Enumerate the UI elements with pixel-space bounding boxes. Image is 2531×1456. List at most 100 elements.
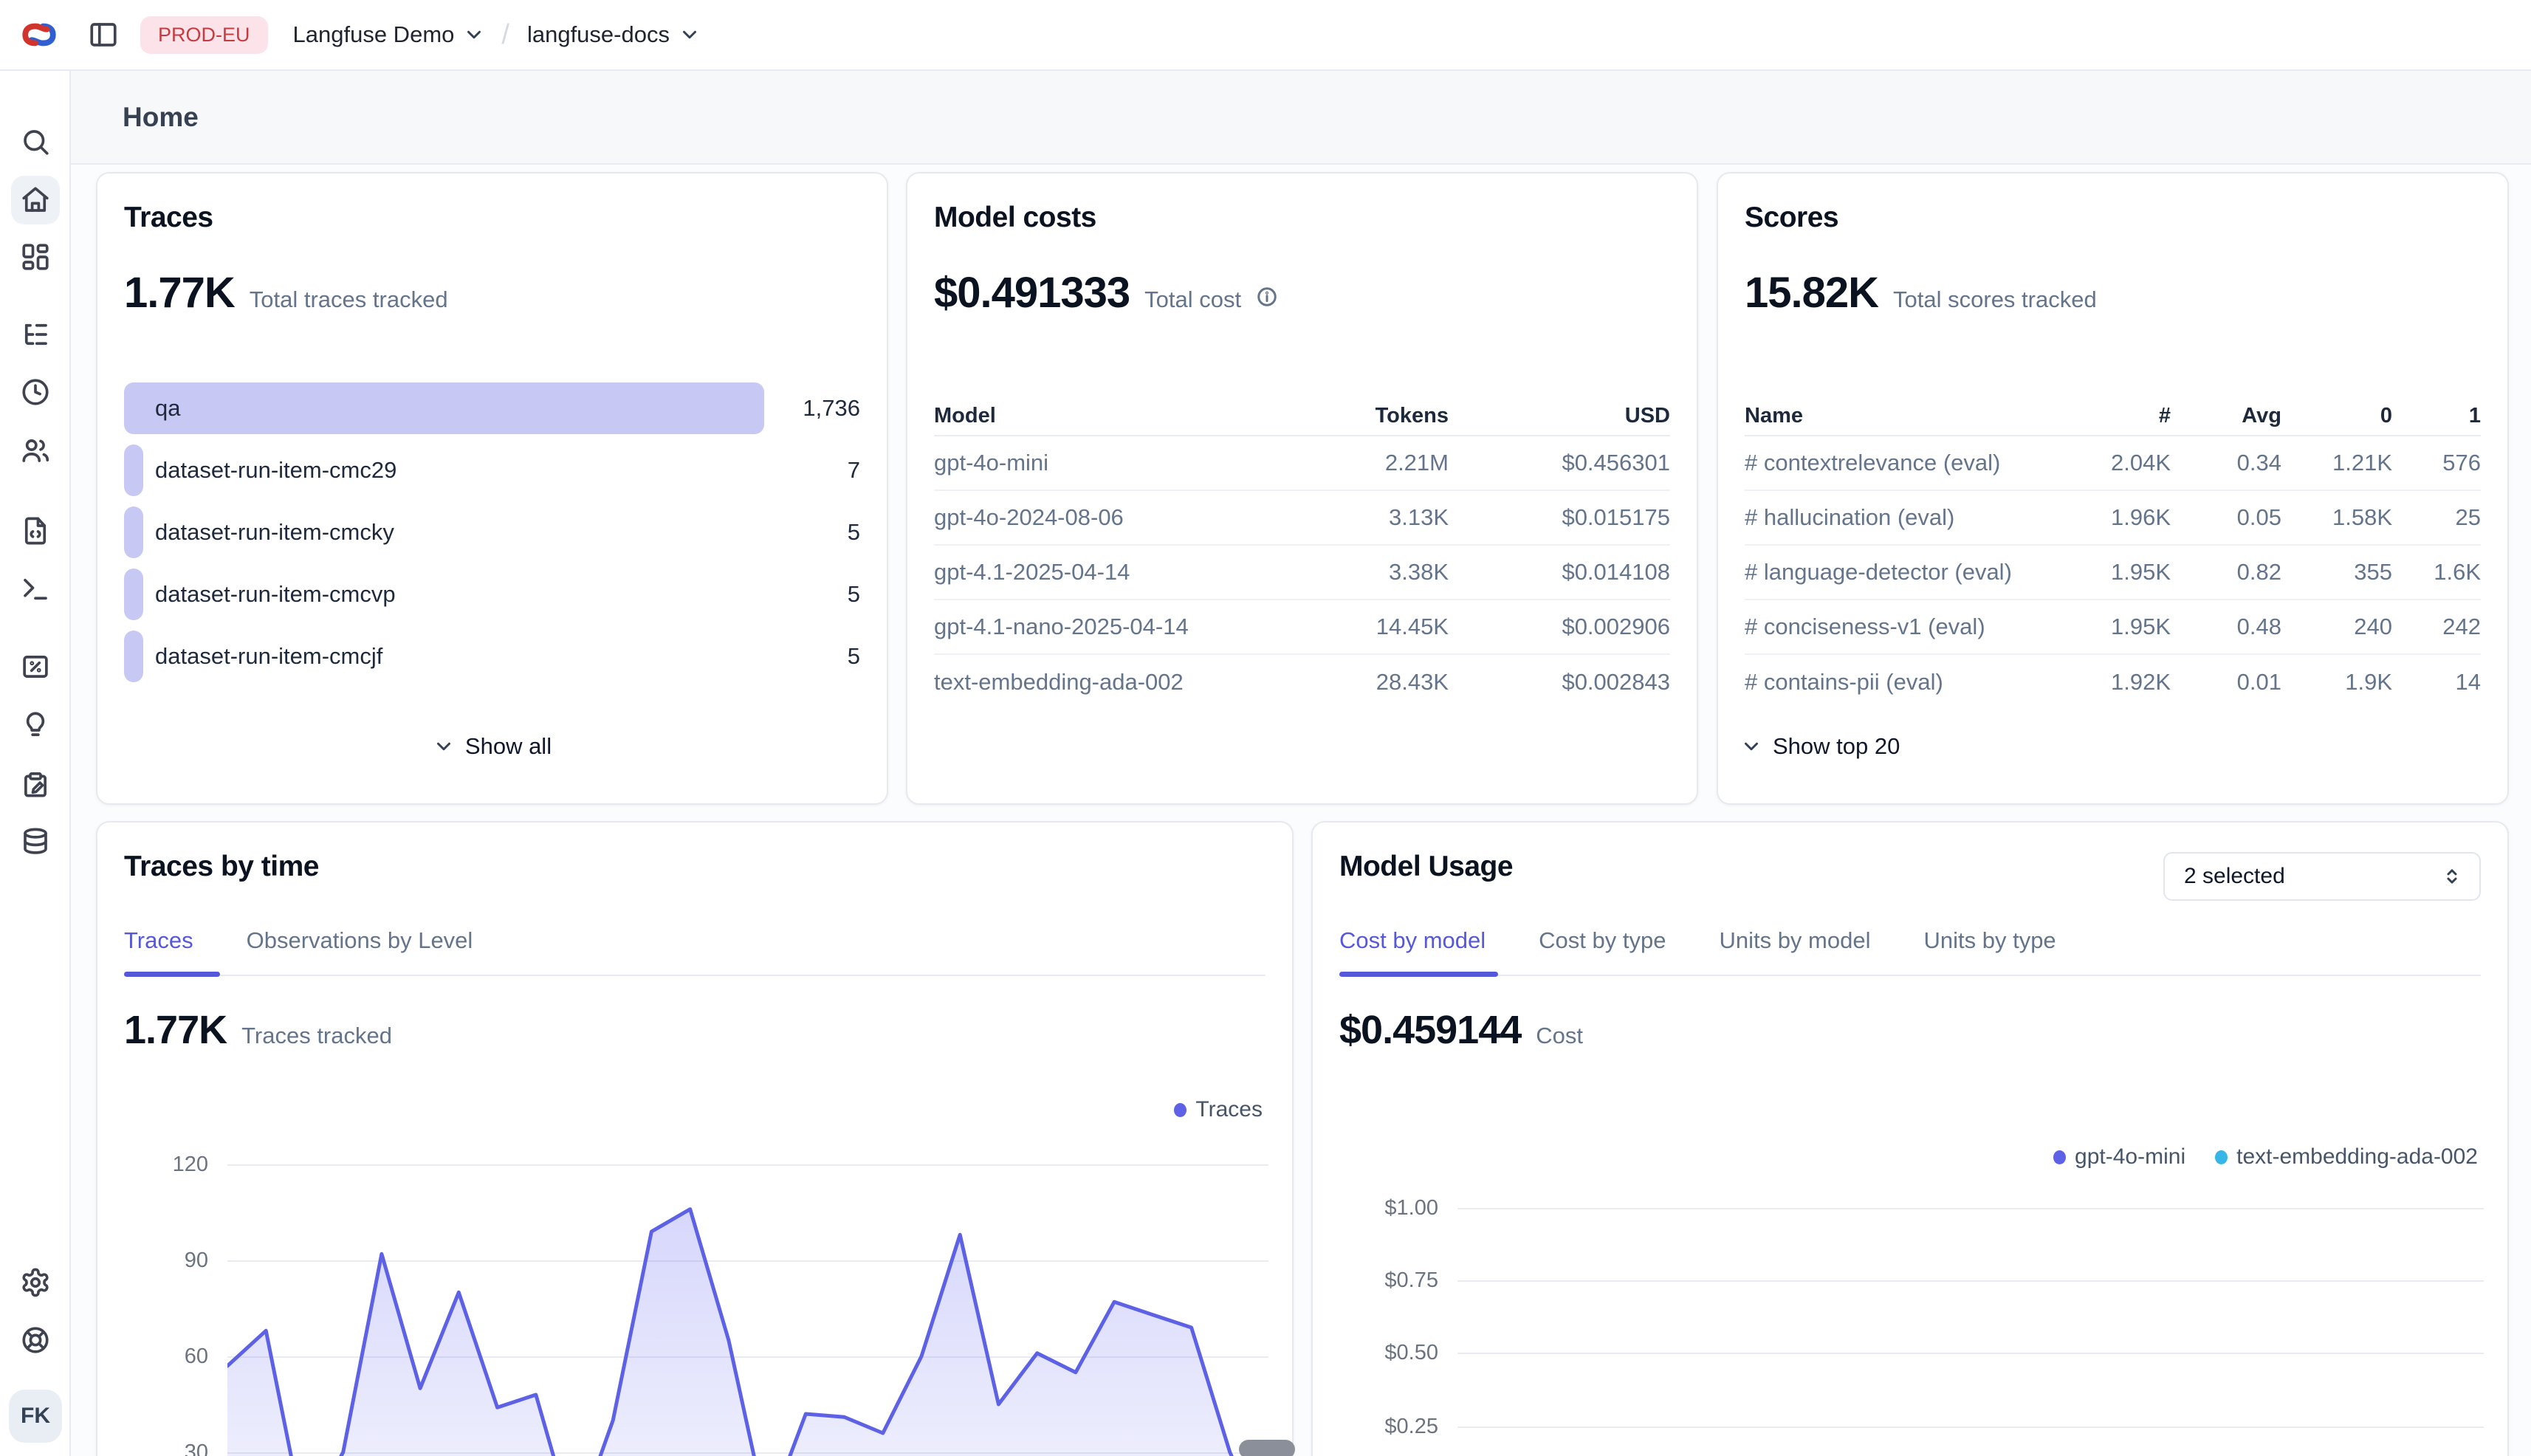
sidebar-item-playground[interactable] bbox=[11, 565, 60, 614]
chevron-down-icon bbox=[463, 24, 485, 46]
table-row: gpt-4.1-2025-04-14 3.38K $0.014108 bbox=[934, 546, 1670, 600]
tab-units-by-model[interactable]: Units by model bbox=[1719, 927, 1870, 973]
environment-badge: PROD-EU bbox=[140, 16, 268, 54]
trace-bar-row: dataset-run-item-cmc29 7 bbox=[124, 444, 860, 496]
sidebar-item-dashboards[interactable] bbox=[11, 233, 60, 281]
tab-cost-by-type[interactable]: Cost by type bbox=[1539, 927, 1666, 973]
sidebar-item-insights[interactable] bbox=[11, 701, 60, 749]
cost-metric: $0.459144 bbox=[1339, 1007, 1521, 1053]
user-avatar[interactable]: FK bbox=[9, 1390, 62, 1443]
terminal-icon bbox=[20, 574, 51, 605]
tab-units-by-type[interactable]: Units by type bbox=[1923, 927, 2056, 973]
sidebar-item-support[interactable] bbox=[11, 1316, 60, 1364]
sidebar-item-sessions[interactable] bbox=[11, 368, 60, 416]
y-tick: 90 bbox=[124, 1248, 208, 1273]
sidebar-item-users[interactable] bbox=[11, 426, 60, 475]
score-name: # contextrelevance (eval) bbox=[1745, 450, 2075, 476]
horizontal-scrollbar-thumb[interactable] bbox=[1239, 1440, 1295, 1456]
sidebar-item-settings[interactable] bbox=[11, 1258, 60, 1307]
show-all-button[interactable]: Show all bbox=[97, 733, 887, 760]
info-icon[interactable] bbox=[1256, 286, 1278, 308]
score-avg: 0.82 bbox=[2171, 559, 2281, 586]
model-usd: $0.002906 bbox=[1449, 614, 1670, 640]
score-zero: 1.21K bbox=[2281, 450, 2392, 476]
col-usd: USD bbox=[1449, 404, 1670, 428]
y-tick: $0.25 bbox=[1339, 1414, 1438, 1439]
scores-table: Name # Avg 0 1 # contextrelevance (eval)… bbox=[1745, 396, 2481, 710]
model-tokens: 28.43K bbox=[1271, 669, 1449, 696]
tab-cost-by-model[interactable]: Cost by model bbox=[1339, 927, 1486, 973]
sidebar-toggle-button[interactable] bbox=[87, 18, 120, 51]
model-name: gpt-4.1-2025-04-14 bbox=[934, 559, 1271, 586]
score-name: # contains-pii (eval) bbox=[1745, 669, 2075, 696]
trace-bar bbox=[124, 569, 143, 620]
traces-area-fill bbox=[227, 1209, 1268, 1456]
table-header: Name # Avg 0 1 bbox=[1745, 396, 2481, 436]
col-tokens: Tokens bbox=[1271, 404, 1449, 428]
trace-bar bbox=[124, 444, 143, 496]
gridline bbox=[1457, 1280, 2484, 1282]
org-selector[interactable]: Langfuse Demo bbox=[293, 21, 486, 48]
score-avg: 0.48 bbox=[2171, 614, 2281, 640]
sidebar-item-search[interactable] bbox=[11, 117, 60, 166]
model-name: text-embedding-ada-002 bbox=[934, 669, 1271, 696]
tab-traces[interactable]: Traces bbox=[124, 927, 193, 973]
sidebar-item-prompts[interactable] bbox=[11, 506, 60, 555]
legend-dot bbox=[2215, 1150, 2228, 1164]
sidebar-item-evaluations[interactable] bbox=[11, 642, 60, 691]
sidebar-item-datasets[interactable] bbox=[11, 759, 60, 808]
card-title: Traces by time bbox=[124, 851, 319, 883]
model-usd: $0.014108 bbox=[1449, 559, 1670, 586]
col-zero: 0 bbox=[2281, 404, 2392, 428]
score-name: # conciseness-v1 (eval) bbox=[1745, 614, 2075, 640]
legend-item-traces[interactable]: Traces bbox=[1174, 1097, 1263, 1122]
total-scores-metric: 15.82K bbox=[1745, 268, 1878, 317]
model-name: gpt-4o-mini bbox=[934, 450, 1271, 476]
y-tick: 60 bbox=[124, 1344, 208, 1369]
table-row: # contextrelevance (eval) 2.04K 0.34 1.2… bbox=[1745, 436, 2481, 491]
score-zero: 1.58K bbox=[2281, 504, 2392, 531]
y-tick: $0.75 bbox=[1339, 1268, 1438, 1293]
model-costs-table: Model Tokens USD gpt-4o-mini 2.21M $0.45… bbox=[934, 396, 1670, 710]
trace-count: 1,736 bbox=[803, 382, 860, 434]
card-title: Model costs bbox=[934, 202, 1096, 234]
show-top-20-label: Show top 20 bbox=[1773, 733, 1900, 760]
org-name: Langfuse Demo bbox=[293, 21, 455, 48]
traces-total-label: Total traces tracked bbox=[250, 286, 448, 313]
trace-bar-row: qa 1,736 bbox=[124, 382, 860, 434]
model-name: gpt-4.1-nano-2025-04-14 bbox=[934, 614, 1271, 640]
table-row: # hallucination (eval) 1.96K 0.05 1.58K … bbox=[1745, 491, 2481, 546]
traces-tracked-label: Traces tracked bbox=[241, 1023, 392, 1049]
score-count: 1.96K bbox=[2075, 504, 2171, 531]
legend-label: gpt-4o-mini bbox=[2075, 1144, 2185, 1170]
page-header: Home bbox=[71, 71, 2531, 165]
trace-count: 5 bbox=[848, 506, 860, 558]
select-value: 2 selected bbox=[2184, 864, 2285, 889]
sidebar-item-tracing[interactable] bbox=[11, 310, 60, 359]
sidebar-item-database[interactable] bbox=[11, 817, 60, 866]
gridline bbox=[1457, 1208, 2484, 1209]
legend-label: text-embedding-ada-002 bbox=[2236, 1144, 2478, 1170]
legend-item-gpt-4o-mini[interactable]: gpt-4o-mini bbox=[2053, 1144, 2185, 1170]
gridline bbox=[1457, 1426, 2484, 1428]
project-selector[interactable]: langfuse-docs bbox=[527, 21, 701, 48]
sidebar-item-home[interactable] bbox=[11, 176, 60, 224]
trace-count: 5 bbox=[848, 631, 860, 682]
show-top-20-button[interactable]: Show top 20 bbox=[1740, 733, 1900, 760]
model-select-dropdown[interactable]: 2 selected bbox=[2163, 852, 2481, 901]
life-buoy-icon bbox=[20, 1325, 51, 1356]
model-usd: $0.002843 bbox=[1449, 669, 1670, 696]
score-count: 1.95K bbox=[2075, 614, 2171, 640]
legend-item-text-embedding-ada-002[interactable]: text-embedding-ada-002 bbox=[2215, 1144, 2478, 1170]
trace-bar bbox=[124, 631, 143, 682]
traces-bar-list: qa 1,736 dataset-run-item-cmc29 7 datase… bbox=[124, 382, 860, 693]
top-bar: PROD-EU Langfuse Demo / langfuse-docs bbox=[0, 0, 2531, 71]
trace-bar bbox=[124, 506, 143, 558]
home-icon bbox=[20, 185, 51, 216]
tab-observations-by-level[interactable]: Observations by Level bbox=[247, 927, 473, 973]
traces-time-tabs: Traces Observations by Level bbox=[124, 927, 473, 973]
y-tick: 120 bbox=[124, 1152, 208, 1177]
trace-bar-row: dataset-run-item-cmcjf 5 bbox=[124, 631, 860, 682]
trace-name: qa bbox=[155, 382, 180, 434]
trace-name: dataset-run-item-cmc29 bbox=[155, 444, 396, 496]
